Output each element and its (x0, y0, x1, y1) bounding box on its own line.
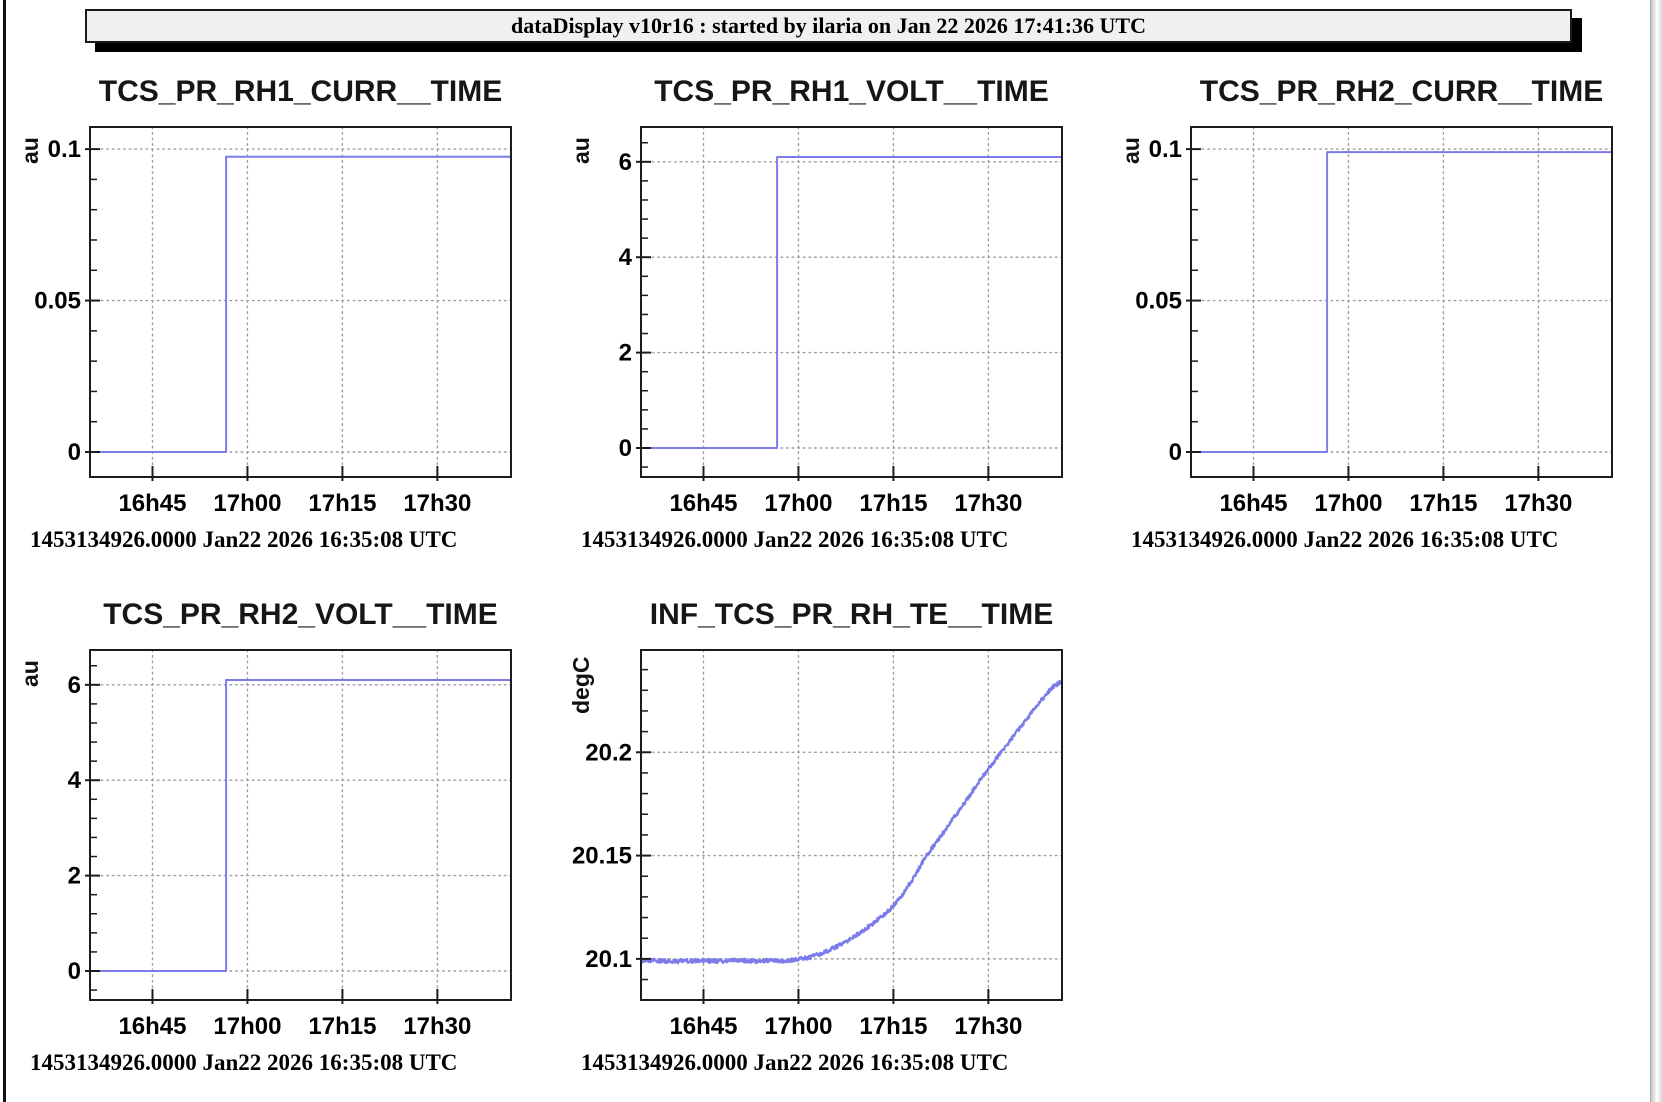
y-axis-title: au (1118, 137, 1144, 164)
plot-footer-timestamp: 1453134926.0000 Jan22 2026 16:35:08 UTC (30, 527, 457, 552)
x-tick-label: 17h30 (403, 1013, 471, 1040)
plot-title: INF_TCS_PR_RH_TE__TIME (650, 598, 1053, 631)
y-axis-title: degC (568, 657, 594, 715)
axis-ticks (636, 141, 990, 481)
plot-title: TCS_PR_RH2_CURR__TIME (1200, 75, 1603, 108)
y-tick-label: 2 (619, 340, 632, 367)
y-tick-label: 20.1 (585, 946, 632, 973)
x-tick-label: 17h30 (954, 1013, 1022, 1040)
y-tick-label: 0.05 (1135, 288, 1182, 315)
y-tick-label: 0 (68, 958, 81, 985)
x-tick-label: 17h15 (859, 1013, 927, 1040)
window-left-border (3, 0, 6, 1102)
plot-frame (1190, 126, 1613, 478)
plot-title: TCS_PR_RH2_VOLT__TIME (103, 598, 498, 631)
x-tick-label: 17h15 (859, 490, 927, 517)
y-tick-label: 6 (619, 149, 632, 176)
plot-footer-timestamp: 1453134926.0000 Jan22 2026 16:35:08 UTC (581, 527, 1008, 552)
y-tick-label: 6 (68, 672, 81, 699)
plot-frame (89, 126, 512, 478)
plot-footer-timestamp: 1453134926.0000 Jan22 2026 16:35:08 UTC (581, 1050, 1008, 1075)
gridlines (89, 126, 512, 478)
y-tick-label: 20.2 (585, 739, 632, 766)
plot-footer-timestamp: 1453134926.0000 Jan22 2026 16:35:08 UTC (1131, 527, 1558, 552)
gridlines (640, 649, 1063, 1001)
x-tick-label: 16h45 (118, 490, 186, 517)
y-tick-label: 20.15 (572, 843, 632, 870)
x-tick-label: 17h00 (764, 1013, 832, 1040)
series-line-tcs-pr-rh1-volt (641, 156, 1062, 449)
x-tick-label: 17h00 (213, 490, 281, 517)
x-tick-label: 17h15 (1409, 490, 1477, 517)
x-tick-label: 16h45 (1219, 490, 1287, 517)
y-tick-label: 2 (68, 863, 81, 890)
titlebar: dataDisplay v10r16 : started by ilaria o… (85, 9, 1572, 43)
plot-frame (640, 126, 1063, 478)
plot-frame (89, 649, 512, 1001)
y-axis-title: au (17, 137, 43, 164)
series-line-inf-tcs-pr-rh-te (639, 679, 1063, 965)
y-tick-label: 0.1 (48, 136, 81, 163)
y-tick-label: 0 (68, 439, 81, 466)
pad-inf-tcs-pr-rh-te-time[interactable]: INF_TCS_PR_RH_TE__TIME degC 20.2 20.15 20.1 1… (557, 578, 1108, 1101)
gridlines (1190, 126, 1613, 478)
x-tick-label: 17h00 (213, 1013, 281, 1040)
y-tick-label: 0 (619, 435, 632, 462)
axis-ticks (85, 664, 439, 1004)
x-tick-label: 17h30 (403, 490, 471, 517)
axis-ticks (636, 668, 990, 1004)
plot-footer-timestamp: 1453134926.0000 Jan22 2026 16:35:08 UTC (30, 1050, 457, 1075)
plot-title: TCS_PR_RH1_VOLT__TIME (654, 75, 1049, 108)
x-tick-label: 17h30 (954, 490, 1022, 517)
plot-title: TCS_PR_RH1_CURR__TIME (99, 75, 502, 108)
y-tick-label: 4 (619, 244, 633, 271)
plot-canvas: INF_TCS_PR_RH_TE__TIME degC 20.2 20.15 20.1 1… (568, 598, 1063, 1075)
x-tick-label: 17h00 (764, 490, 832, 517)
x-tick-label: 17h30 (1504, 490, 1572, 517)
series-line-tcs-pr-rh2-volt (90, 679, 511, 972)
series-line-tcs-pr-rh2-curr (1191, 151, 1612, 453)
x-tick-label: 17h15 (308, 490, 376, 517)
titlebar-text: dataDisplay v10r16 : started by ilaria o… (511, 13, 1146, 38)
axis-ticks (85, 148, 439, 481)
y-axis-title: au (568, 137, 594, 164)
y-tick-label: 4 (68, 767, 82, 794)
x-tick-label: 16h45 (669, 1013, 737, 1040)
right-scrollbar[interactable] (1650, 0, 1662, 1102)
y-tick-label: 0.1 (1149, 136, 1182, 163)
y-tick-label: 0 (1169, 439, 1182, 466)
axis-ticks (1186, 148, 1540, 481)
gridlines (89, 649, 512, 1001)
gridlines (640, 126, 1063, 478)
series-line-tcs-pr-rh1-curr (90, 155, 511, 453)
y-tick-label: 0.05 (34, 288, 81, 315)
plot-frame (640, 649, 1063, 1001)
x-tick-label: 16h45 (669, 490, 737, 517)
y-axis-title: au (17, 660, 43, 687)
x-tick-label: 17h15 (308, 1013, 376, 1040)
x-tick-label: 16h45 (118, 1013, 186, 1040)
x-tick-label: 17h00 (1314, 490, 1382, 517)
